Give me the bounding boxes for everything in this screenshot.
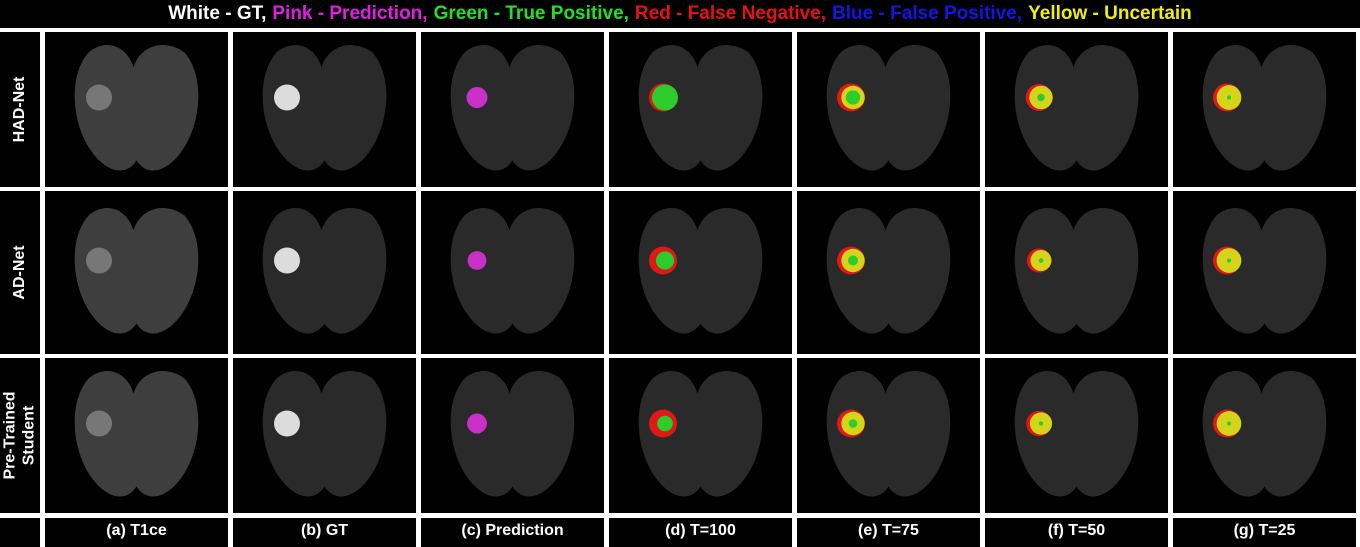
image-cell: [233, 358, 416, 513]
row-label: HAD-Net: [11, 76, 28, 142]
true-positive: [1227, 258, 1231, 263]
image-cell: [421, 191, 604, 354]
image-cell: [233, 32, 416, 187]
image-cell: [797, 191, 980, 354]
image-cell: [233, 191, 416, 354]
legend-band: [0, 0, 1360, 28]
image-cell: [985, 32, 1168, 187]
true-positive: [1227, 95, 1231, 100]
row-label: Student: [21, 405, 38, 465]
caption-cell: [421, 518, 604, 547]
legend-item: Yellow - Uncertain: [1028, 3, 1192, 24]
tumor: [86, 247, 112, 274]
tumor: [86, 410, 112, 437]
column-caption: (b) GT: [301, 522, 348, 539]
true-positive: [655, 251, 675, 270]
tumor: [274, 247, 300, 274]
row-label: Pre-Trained: [2, 391, 19, 479]
legend-item: White - GT,: [168, 3, 266, 24]
brain: [450, 208, 575, 334]
image-cell: [45, 32, 228, 187]
column-caption: (e) T=75: [858, 522, 919, 539]
row-label: AD-Net: [11, 245, 28, 300]
true-positive: [1038, 258, 1044, 263]
column-caption: (a) T1ce: [106, 522, 167, 539]
image-cell: [609, 358, 792, 513]
tumor: [274, 84, 300, 111]
tumor: [466, 87, 488, 108]
true-positive: [847, 255, 859, 266]
legend-item: Green - True Positive,: [434, 3, 629, 24]
caption-cell: [0, 518, 40, 547]
row-label-cell: [0, 32, 40, 187]
caption-cell: [985, 518, 1168, 547]
image-cell: [797, 358, 980, 513]
brain: [450, 45, 575, 171]
legend-item: Red - False Negative,: [635, 3, 826, 24]
image-cell: [609, 191, 792, 354]
row-label-cell: [0, 191, 40, 354]
tumor: [467, 413, 487, 434]
image-cell: [421, 32, 604, 187]
true-positive: [1037, 93, 1045, 102]
image-cell: [421, 358, 604, 513]
caption-cell: [609, 518, 792, 547]
true-positive: [845, 90, 861, 105]
true-positive: [1038, 421, 1044, 426]
column-caption: (f) T=50: [1048, 522, 1105, 539]
legend-item: Blue - False Positive,: [832, 3, 1022, 24]
row-label-cell: [0, 358, 40, 513]
caption-cell: [233, 518, 416, 547]
column-caption: (d) T=100: [665, 522, 736, 539]
true-positive: [848, 419, 858, 428]
tumor: [467, 251, 487, 270]
image-cell: [609, 32, 792, 187]
true-positive: [1227, 421, 1231, 426]
true-positive: [657, 415, 673, 432]
caption-cell: [797, 518, 980, 547]
brain: [450, 371, 575, 497]
tumor: [86, 84, 112, 111]
image-cell: [1173, 358, 1356, 513]
caption-cell: [45, 518, 228, 547]
image-cell: [797, 32, 980, 187]
image-cell: [985, 191, 1168, 354]
column-caption: (c) Prediction: [461, 522, 563, 539]
column-caption: (g) T=25: [1234, 522, 1296, 539]
image-cell: [45, 191, 228, 354]
image-cell: [1173, 191, 1356, 354]
legend: White - GT, Pink - Prediction, Green - Tru…: [168, 3, 1192, 24]
image-cell: [45, 358, 228, 513]
true-positive: [652, 84, 678, 111]
image-grid: HAD-Net AD-Net Pre-Trained Student (a) T1ce (…: [0, 32, 1356, 547]
legend-item: Pink - Prediction,: [272, 3, 427, 24]
image-cell: [1173, 32, 1356, 187]
image-cell: [985, 358, 1168, 513]
tumor: [274, 410, 300, 437]
caption-cell: [1173, 518, 1356, 547]
